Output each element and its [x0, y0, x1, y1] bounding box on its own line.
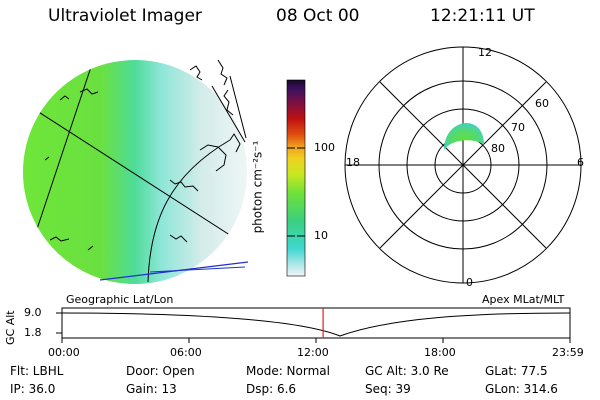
glon-info: GLon: 314.6: [485, 382, 558, 396]
gc-alt-info: GC Alt: 3.0 Re: [365, 364, 449, 378]
time-tick-2359: 23:59: [552, 346, 584, 359]
gc-altitude-curve: [61, 312, 571, 337]
date-label: 08 Oct 00: [276, 6, 360, 26]
colorbar-unit-label: photon cm⁻²s⁻¹: [250, 140, 265, 234]
mlt-label-18: 18: [346, 156, 360, 169]
dsp-info: Dsp: 6.6: [246, 382, 297, 396]
timeline-ytick-label: 1.8: [24, 326, 42, 339]
terminator-arc: [147, 139, 231, 283]
timeline-axis-label: GC Alt: [4, 310, 17, 345]
grid-line: [29, 60, 101, 251]
colorbar-tick-label-10: 10: [314, 229, 328, 242]
time-label: 12:21:11 UT: [430, 6, 535, 26]
instrument-title: Ultraviolet Imager: [48, 6, 202, 26]
filter-info: Flt: LBHL: [10, 364, 64, 378]
colorbar: [286, 79, 306, 277]
time-tick-0600: 06:00: [170, 346, 202, 359]
lat-label-70: 70: [511, 121, 525, 134]
colorbar-tick-label-100: 100: [314, 141, 335, 154]
mlt-label-6: 6: [577, 156, 584, 169]
timeline-ytick-label: 9.0: [24, 306, 42, 319]
glat-info: GLat: 77.5: [485, 364, 548, 378]
geographic-image: [23, 59, 249, 284]
grid-line: [23, 99, 247, 249]
gain-info: Gain: 13: [126, 382, 177, 396]
geographic-label: Geographic Lat/Lon: [66, 293, 174, 306]
door-info: Door: Open: [126, 364, 195, 378]
polar-plot: [344, 46, 582, 284]
timeline-frame: [61, 307, 571, 339]
coastlines: [44, 59, 241, 251]
lat-label-80: 80: [491, 142, 505, 155]
mlt-label-0: 0: [466, 276, 473, 289]
lat-label-60: 60: [535, 97, 549, 110]
polar-diagonal: [379, 81, 547, 249]
ip-info: IP: 36.0: [10, 382, 56, 396]
earth-disk: [23, 60, 247, 284]
timeline-panel: [56, 307, 571, 343]
mlt-label-12: 12: [478, 46, 492, 59]
blue-track-line: [149, 266, 246, 273]
grid-line-outer: [229, 75, 247, 139]
grid-line-outer: [211, 85, 246, 143]
mode-info: Mode: Normal: [246, 364, 330, 378]
time-tick-0000: 00:00: [48, 346, 80, 359]
seq-info: Seq: 39: [365, 382, 411, 396]
time-tick-1200: 12:00: [297, 346, 329, 359]
apex-label: Apex MLat/MLT: [482, 293, 565, 306]
auroral-oval-image: [444, 122, 484, 150]
time-tick-1800: 18:00: [424, 346, 456, 359]
